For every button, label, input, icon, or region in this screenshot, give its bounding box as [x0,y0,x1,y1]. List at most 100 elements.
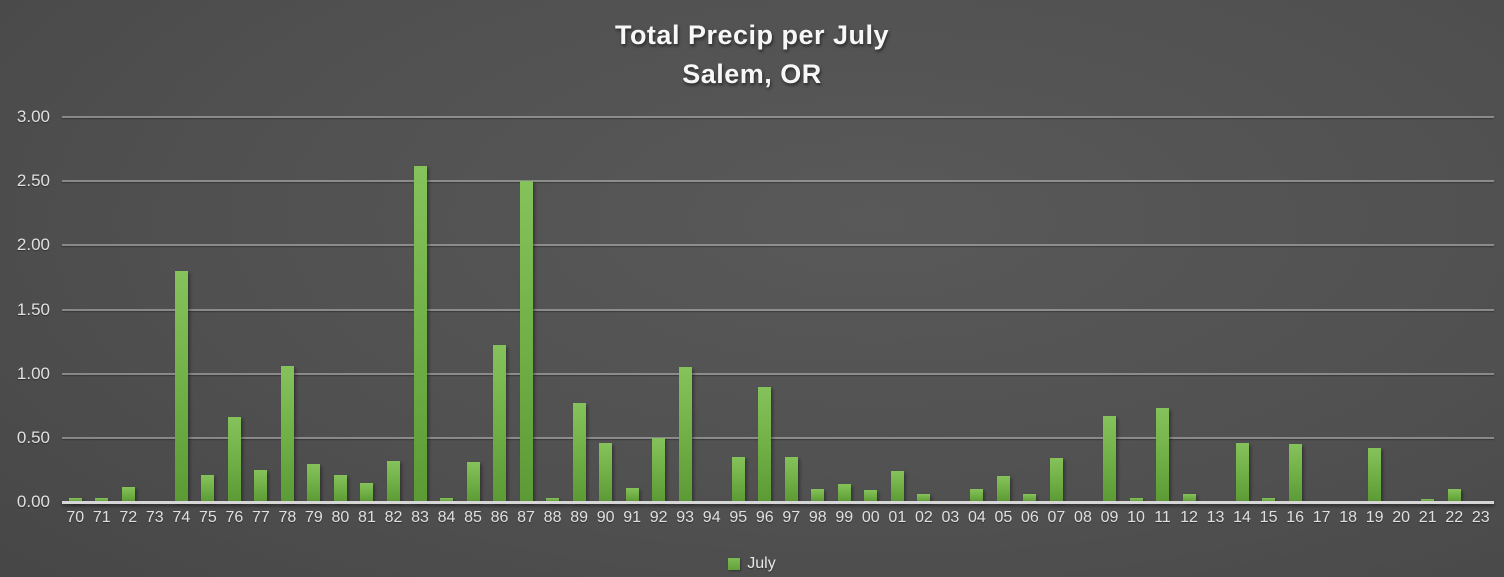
bar-96 [758,386,772,502]
gridline-3.00 [62,116,1494,118]
gridline-1.00 [62,372,1494,375]
legend-swatch-icon [728,558,741,570]
gridline-2.00 [62,244,1494,247]
bar-98 [811,489,825,502]
plot-area [62,116,1494,504]
x-tick-label-92: 92 [649,509,668,526]
x-tick-label-96: 96 [755,509,774,526]
bar-93 [678,367,692,502]
bar-74 [174,271,188,502]
x-tick-label-09: 09 [1100,509,1119,526]
x-tick-label-89: 89 [570,509,588,526]
x-tick-label-71: 71 [92,509,111,526]
x-tick-label-88: 88 [543,509,562,526]
x-tick-label-83: 83 [411,509,429,526]
x-tick-label-06: 06 [1021,509,1039,526]
bar-70 [68,498,82,502]
x-tick-label-17: 17 [1312,509,1331,526]
x-tick-label-03: 03 [941,509,960,526]
gridline-2.50 [62,180,1494,183]
bar-86 [493,345,507,502]
x-tick-label-00: 00 [861,509,880,526]
y-tick-label-2.00: 2.00 [16,235,50,255]
bar-82 [386,460,400,502]
x-tick-label-97: 97 [782,509,801,526]
x-tick-label-90: 90 [596,509,615,526]
x-tick-label-19: 19 [1365,509,1384,526]
x-tick-label-91: 91 [623,509,642,526]
bar-81 [360,482,374,502]
x-tick-label-77: 77 [251,509,270,526]
x-tick-label-79: 79 [305,509,323,526]
x-tick-label-70: 70 [66,509,85,526]
x-tick-label-23: 23 [1471,509,1490,526]
x-tick-label-78: 78 [278,509,297,526]
bar-22 [1447,489,1461,502]
x-tick-label-98: 98 [808,509,827,526]
chart-title-line2: Salem, OR [682,59,822,89]
gridline-1.50 [62,308,1494,311]
x-tick-label-14: 14 [1233,509,1251,526]
x-tick-label-87: 87 [517,509,535,526]
bar-95 [731,457,745,502]
bar-90 [599,442,613,502]
bar-88 [546,498,560,502]
bar-99 [837,484,851,502]
bar-76 [227,417,241,502]
bar-87 [519,181,533,502]
x-tick-label-80: 80 [331,509,350,526]
bar-79 [307,463,321,502]
chart-title-line1: Total Precip per July [614,20,890,50]
bar-89 [572,403,586,502]
x-tick-label-21: 21 [1418,509,1437,526]
bar-11 [1156,408,1170,502]
bar-00 [864,490,878,502]
x-tick-label-13: 13 [1206,509,1225,526]
bar-91 [625,487,639,502]
y-tick-label-3.00: 3.00 [16,107,50,126]
x-tick-label-81: 81 [358,509,376,526]
x-tick-label-95: 95 [729,509,748,526]
bar-09 [1102,416,1116,502]
y-tick-label-2.50: 2.50 [16,171,50,191]
x-tick-label-05: 05 [994,509,1013,526]
bar-78 [280,365,294,502]
bar-92 [652,437,666,502]
y-tick-label-1.00: 1.00 [16,363,50,383]
bar-06 [1023,494,1037,502]
x-tick-label-15: 15 [1259,509,1278,526]
bar-14 [1235,442,1249,502]
x-tick-label-99: 99 [835,509,854,526]
bar-75 [201,475,215,502]
gridline-0.50 [62,436,1494,439]
bar-12 [1182,494,1196,502]
x-tick-label-08: 08 [1074,509,1092,526]
bar-05 [996,476,1010,502]
y-tick-label-0.50: 0.50 [16,427,50,447]
x-tick-label-82: 82 [384,509,403,526]
bar-19 [1368,448,1382,502]
x-axis-line [62,501,1494,504]
bar-04 [970,489,984,502]
bar-01 [890,471,904,502]
bar-84 [440,498,454,502]
bar-10 [1129,498,1143,502]
x-tick-label-11: 11 [1154,509,1171,526]
x-tick-label-18: 18 [1339,509,1358,526]
bar-21 [1421,499,1435,502]
x-tick-label-85: 85 [464,509,482,526]
x-tick-label-16: 16 [1286,509,1304,526]
x-tick-label-01: 01 [888,509,907,526]
x-tick-label-07: 07 [1047,509,1066,526]
bar-71 [95,498,109,502]
y-tick-label-1.50: 1.50 [16,299,50,319]
legend-label: July [747,555,776,572]
x-tick-label-02: 02 [914,509,933,526]
bar-07 [1049,458,1063,502]
x-tick-label-20: 20 [1392,509,1411,526]
x-tick-label-74: 74 [172,509,191,526]
bar-16 [1288,444,1302,502]
bar-85 [466,462,480,502]
bar-83 [413,165,427,502]
